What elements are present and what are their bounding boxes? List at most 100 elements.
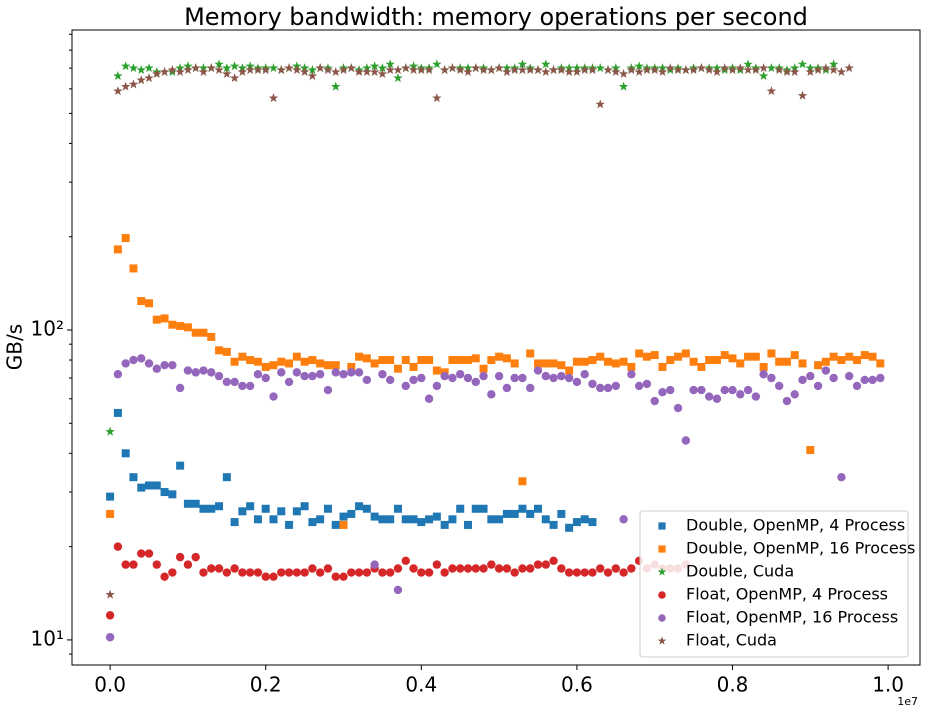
marker bbox=[797, 90, 808, 100]
marker bbox=[137, 354, 146, 363]
legend-label: Float, OpenMP, 4 Process bbox=[686, 585, 888, 604]
marker bbox=[276, 65, 286, 75]
marker bbox=[526, 349, 535, 358]
marker bbox=[222, 377, 232, 387]
marker bbox=[471, 377, 480, 387]
marker bbox=[657, 67, 668, 76]
marker bbox=[642, 379, 652, 389]
marker bbox=[113, 245, 122, 254]
marker bbox=[307, 65, 318, 75]
marker bbox=[136, 75, 146, 85]
marker bbox=[798, 359, 807, 368]
marker bbox=[144, 63, 154, 73]
marker bbox=[782, 357, 791, 366]
marker bbox=[494, 564, 504, 573]
marker bbox=[588, 379, 597, 389]
marker bbox=[393, 564, 403, 573]
marker bbox=[105, 611, 115, 620]
marker bbox=[152, 560, 161, 569]
marker bbox=[595, 99, 605, 109]
legend-label: Double, OpenMP, 4 Process bbox=[686, 516, 905, 535]
marker bbox=[113, 370, 123, 379]
marker bbox=[369, 61, 380, 71]
marker bbox=[222, 347, 231, 356]
marker bbox=[215, 346, 224, 355]
marker bbox=[168, 320, 177, 329]
marker bbox=[790, 390, 799, 399]
marker bbox=[549, 373, 558, 383]
marker bbox=[284, 568, 294, 577]
marker bbox=[463, 520, 472, 529]
marker bbox=[214, 59, 224, 69]
marker bbox=[167, 65, 178, 75]
marker bbox=[627, 564, 636, 573]
marker bbox=[603, 568, 613, 577]
marker bbox=[261, 362, 270, 371]
marker bbox=[168, 568, 177, 577]
marker bbox=[814, 361, 823, 370]
marker bbox=[766, 63, 777, 73]
marker bbox=[432, 59, 442, 69]
marker bbox=[456, 564, 465, 573]
marker bbox=[308, 564, 317, 573]
marker bbox=[666, 385, 675, 395]
marker bbox=[774, 65, 784, 75]
marker bbox=[518, 564, 527, 573]
marker bbox=[323, 65, 333, 75]
marker bbox=[378, 515, 387, 524]
marker bbox=[285, 359, 294, 368]
marker bbox=[658, 591, 666, 599]
chart-title: Memory bandwidth: memory operations per … bbox=[184, 3, 808, 31]
marker bbox=[502, 354, 511, 363]
marker bbox=[572, 568, 582, 577]
marker bbox=[393, 73, 403, 83]
marker bbox=[246, 356, 255, 365]
marker bbox=[198, 67, 209, 76]
marker bbox=[572, 357, 581, 366]
marker bbox=[362, 504, 371, 513]
marker bbox=[207, 564, 216, 573]
marker bbox=[845, 352, 854, 361]
marker bbox=[727, 65, 738, 75]
marker bbox=[657, 567, 667, 576]
marker bbox=[339, 572, 348, 581]
y-axis-label: GB/s bbox=[3, 324, 27, 370]
marker bbox=[214, 371, 224, 381]
marker bbox=[277, 507, 286, 516]
marker bbox=[604, 357, 613, 366]
marker bbox=[697, 385, 706, 395]
marker bbox=[316, 359, 325, 368]
marker bbox=[229, 73, 240, 83]
marker bbox=[658, 545, 666, 553]
marker bbox=[369, 67, 380, 76]
marker bbox=[463, 373, 473, 383]
marker bbox=[378, 370, 387, 379]
marker bbox=[775, 357, 784, 366]
marker bbox=[355, 502, 364, 511]
marker bbox=[837, 473, 846, 482]
marker bbox=[408, 65, 419, 75]
marker bbox=[821, 63, 831, 73]
marker bbox=[736, 390, 745, 399]
marker bbox=[315, 568, 325, 577]
marker bbox=[650, 351, 659, 360]
marker bbox=[137, 483, 146, 492]
marker bbox=[588, 518, 597, 527]
marker bbox=[176, 461, 185, 470]
marker bbox=[603, 65, 613, 75]
marker bbox=[767, 349, 776, 358]
marker bbox=[121, 234, 130, 243]
marker bbox=[191, 499, 200, 508]
marker bbox=[868, 352, 877, 361]
marker bbox=[580, 357, 589, 366]
marker bbox=[549, 520, 558, 529]
marker bbox=[393, 364, 402, 373]
marker bbox=[541, 515, 550, 524]
marker bbox=[518, 504, 527, 513]
marker bbox=[565, 523, 574, 532]
marker bbox=[137, 297, 146, 306]
marker bbox=[331, 361, 340, 370]
marker bbox=[471, 564, 480, 573]
marker bbox=[206, 63, 216, 73]
marker bbox=[596, 564, 605, 573]
